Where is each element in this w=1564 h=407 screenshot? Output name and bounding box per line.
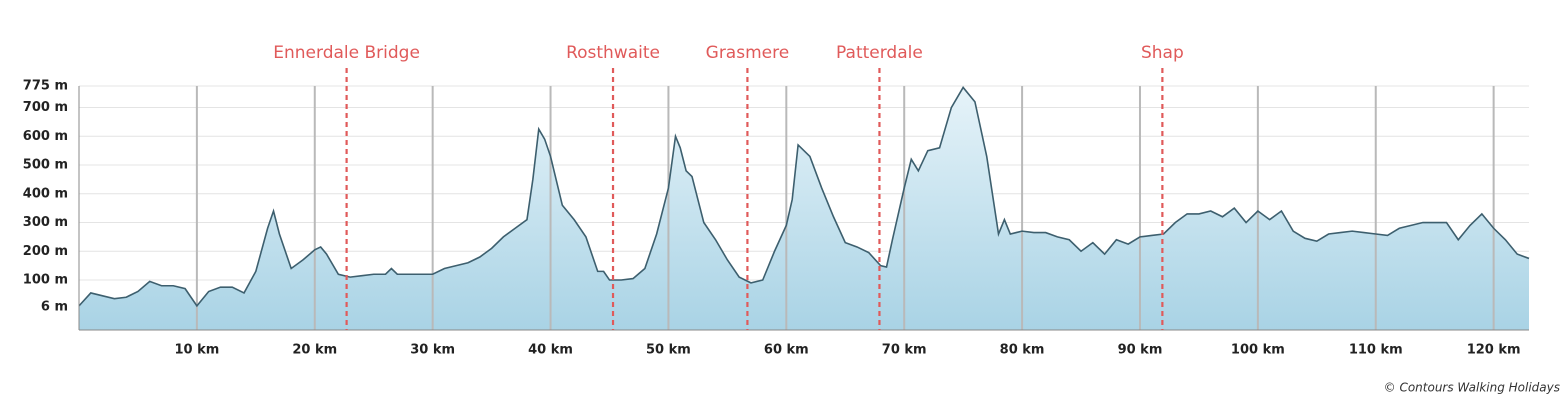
x-tick-label: 110 km — [1349, 343, 1403, 358]
credit: © Contours Walking Holidays — [1384, 381, 1560, 395]
x-tick-label: 60 km — [764, 343, 809, 358]
y-tick-label: 200 m — [23, 244, 68, 259]
x-tick-label: 10 km — [174, 343, 219, 358]
town-label: Ennerdale Bridge — [273, 43, 420, 63]
x-tick-label: 50 km — [646, 343, 691, 358]
x-tick-label: 120 km — [1467, 343, 1521, 358]
town-label: Shap — [1141, 43, 1184, 63]
y-tick-label: 100 m — [23, 272, 68, 287]
x-tick-label: 20 km — [292, 343, 337, 358]
y-tick-label: 700 m — [23, 100, 68, 115]
town-label: Grasmere — [706, 43, 790, 63]
y-tick-label: 300 m — [23, 215, 68, 230]
town-label: Patterdale — [836, 43, 923, 63]
x-tick-label: 90 km — [1118, 343, 1163, 358]
y-tick-label: 600 m — [23, 129, 68, 144]
town-label: Rosthwaite — [566, 43, 660, 63]
x-tick-label: 30 km — [410, 343, 455, 358]
y-tick-label: 500 m — [23, 158, 68, 173]
area-fill — [79, 87, 1529, 330]
x-tick-label: 100 km — [1231, 343, 1285, 358]
y-tick-label: 400 m — [23, 186, 68, 201]
x-tick-label: 70 km — [882, 343, 927, 358]
y-tick-label: 6 m — [41, 300, 68, 315]
y-tick-label: 775 m — [23, 79, 68, 94]
x-tick-label: 80 km — [1000, 343, 1045, 358]
x-tick-label: 40 km — [528, 343, 573, 358]
elevation-line — [78, 86, 1530, 308]
